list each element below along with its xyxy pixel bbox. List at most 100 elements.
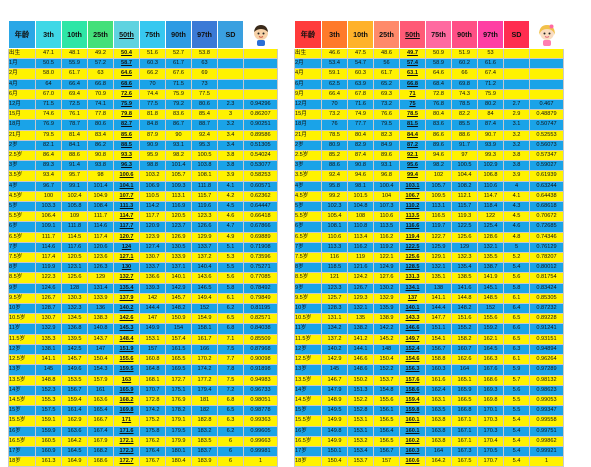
value-cell: 66.2 bbox=[139, 68, 166, 80]
value-cell: 0.72685 bbox=[529, 221, 564, 233]
value-cell: 104.9 bbox=[87, 190, 114, 203]
table-row: 6月 67.0 69.4 70.9 72.6 74.4 75.9 77.5 bbox=[8, 88, 278, 101]
value-cell: 0.74346 bbox=[529, 231, 564, 243]
value-cell: 96.3 bbox=[113, 160, 140, 172]
value-cell: 0.96264 bbox=[529, 354, 564, 366]
age-cell: 9.5岁 bbox=[294, 292, 322, 305]
value-cell: 144.8 bbox=[451, 292, 478, 305]
value-cell: 6 bbox=[217, 435, 244, 447]
value-cell: 0.58253 bbox=[243, 170, 278, 182]
table-row: 16岁 149.8 153.1 156.4 160.1 163.8 167.1 170.3 5.… bbox=[294, 425, 564, 437]
value-cell: 0.89586 bbox=[243, 129, 278, 141]
value-cell: 167.9 bbox=[87, 435, 114, 447]
value-cell: 110.2 bbox=[399, 201, 426, 213]
value-cell: 151.3 bbox=[347, 384, 374, 396]
value-cell: 110.8 bbox=[347, 221, 374, 233]
value-cell: 121.6 bbox=[347, 262, 374, 274]
value-cell: 156.1 bbox=[373, 405, 400, 417]
table-row: 15.5岁 159.1 162.9 166.7 171 175.2 179.1 182.8 6.… bbox=[8, 415, 278, 427]
value-cell: 90.8 bbox=[87, 150, 114, 162]
value-cell: 121 bbox=[321, 272, 348, 284]
value-cell: 154.6 bbox=[399, 354, 426, 366]
value-cell: 4.1 bbox=[503, 190, 530, 203]
value-cell: 135.1 bbox=[425, 272, 452, 284]
value-cell: 0.78207 bbox=[529, 252, 564, 264]
value-cell: 89.6 bbox=[373, 150, 400, 162]
value-cell: 169.8 bbox=[477, 394, 504, 407]
value-cell: 62.5 bbox=[321, 78, 348, 90]
age-cell: 6岁 bbox=[8, 221, 36, 233]
value-cell: 130.7 bbox=[35, 313, 62, 325]
value-cell: 69.4 bbox=[61, 88, 88, 101]
value-cell: 138.7 bbox=[477, 262, 504, 274]
value-cell: 111.8 bbox=[191, 180, 218, 192]
value-cell: 85.5 bbox=[451, 119, 478, 131]
age-cell: 10.5岁 bbox=[294, 313, 322, 325]
value-cell: 117.4 bbox=[35, 252, 62, 264]
value-cell: 93.3 bbox=[113, 150, 140, 162]
value-cell: 5.4 bbox=[503, 262, 530, 274]
value-cell: 166.7 bbox=[87, 415, 114, 427]
value-cell: 146.7 bbox=[321, 374, 348, 386]
value-cell: 152 bbox=[191, 303, 218, 315]
value-cell: 0.85509 bbox=[243, 333, 278, 345]
value-cell: 120.9 bbox=[139, 221, 166, 233]
value-cell: 137.2 bbox=[321, 333, 348, 345]
table-row: 15月 74.6 76.1 77.8 79.8 81.8 83.6 85.4 3 0.86207 bbox=[8, 109, 278, 121]
value-cell bbox=[503, 78, 530, 90]
value-cell: 156.7 bbox=[373, 445, 400, 458]
value-cell: 161.6 bbox=[425, 374, 452, 386]
value-cell: 74.3 bbox=[451, 88, 478, 101]
age-cell: 13岁 bbox=[8, 364, 36, 376]
value-cell: 91.7 bbox=[451, 139, 478, 152]
value-cell: 148.9 bbox=[321, 394, 348, 407]
value-cell: 70 bbox=[321, 99, 348, 111]
value-cell: 0.56073 bbox=[529, 139, 564, 152]
value-cell: 116.5 bbox=[425, 211, 452, 223]
value-cell: 103.3 bbox=[35, 201, 62, 213]
value-cell: 89.6 bbox=[425, 139, 452, 152]
value-cell: 71.6 bbox=[347, 99, 374, 111]
value-cell: 71.2 bbox=[477, 78, 504, 90]
value-cell: 93.1 bbox=[165, 139, 192, 152]
value-cell: 131.1 bbox=[321, 313, 348, 325]
value-cell: 138.2 bbox=[347, 323, 374, 335]
value-cell: 167.6 bbox=[477, 364, 504, 376]
value-cell: 141.6 bbox=[451, 282, 478, 294]
age-cell: 11岁 bbox=[294, 323, 322, 335]
value-cell: 5.5 bbox=[217, 262, 244, 274]
age-cell: 8岁 bbox=[294, 262, 322, 274]
boys-header-3th: 3th bbox=[35, 20, 62, 49]
value-cell: 145.7 bbox=[165, 292, 192, 305]
value-cell: 100 bbox=[35, 190, 62, 203]
value-cell: 100.5 bbox=[191, 150, 218, 162]
value-cell: 5.6 bbox=[217, 272, 244, 284]
value-cell: 104.8 bbox=[347, 201, 374, 213]
value-cell: 113.5 bbox=[373, 221, 400, 233]
age-cell: 15岁 bbox=[8, 405, 36, 417]
value-cell: 3.4 bbox=[217, 139, 244, 152]
age-cell: 15.5岁 bbox=[294, 415, 322, 427]
value-cell: 4.1 bbox=[217, 180, 244, 192]
age-cell: 11岁 bbox=[8, 323, 36, 335]
value-cell: 73 bbox=[191, 78, 218, 90]
value-cell: 111.3 bbox=[113, 201, 140, 213]
value-cell bbox=[243, 78, 278, 90]
value-cell: 98.8 bbox=[139, 160, 166, 172]
value-cell: 128.5 bbox=[399, 262, 426, 274]
value-cell: 98 bbox=[87, 170, 114, 182]
table-row: 5.5岁 106.4 109 111.7 114.7 117.7 120.5 123.3 4.6… bbox=[8, 211, 278, 223]
value-cell: 0.96733 bbox=[243, 384, 278, 396]
value-cell: 134.2 bbox=[321, 323, 348, 335]
value-cell: 108.4 bbox=[87, 201, 114, 213]
value-cell: 152.2 bbox=[373, 364, 400, 376]
value-cell: 179.4 bbox=[191, 384, 218, 396]
value-cell: 87.4 bbox=[477, 119, 504, 131]
age-cell: 3.5岁 bbox=[8, 170, 36, 182]
age-cell: 8.5岁 bbox=[294, 272, 322, 284]
value-cell: 157.6 bbox=[399, 374, 426, 386]
table-row: 8.5岁 121 124.2 127.6 131.3 135.1 138.5 141.9 5.6… bbox=[294, 272, 564, 284]
value-cell: 119.4 bbox=[399, 231, 426, 243]
value-cell: 81.4 bbox=[61, 129, 88, 141]
value-cell: 101.5 bbox=[347, 190, 374, 203]
